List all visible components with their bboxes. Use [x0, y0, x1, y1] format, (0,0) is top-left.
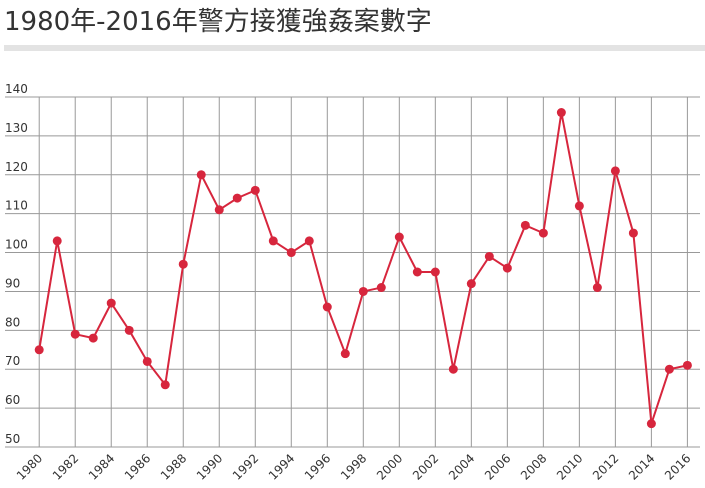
y-tick-label: 60: [5, 393, 20, 407]
point: [376, 283, 386, 293]
y-tick-label: 140: [5, 82, 28, 96]
point: [286, 248, 296, 258]
point: [448, 364, 458, 374]
point: [178, 259, 188, 269]
point: [484, 251, 494, 261]
point: [394, 232, 404, 242]
point: [70, 329, 80, 339]
point: [592, 283, 602, 293]
x-tick-label: 2010: [554, 451, 585, 482]
point: [250, 185, 260, 195]
x-tick-label: 1998: [338, 451, 369, 482]
point: [628, 228, 638, 238]
y-tick-label: 90: [5, 276, 20, 290]
point: [304, 236, 314, 246]
point: [556, 108, 566, 118]
x-tick-label: 1988: [158, 451, 189, 482]
point: [232, 193, 242, 203]
x-tick-label: 2008: [518, 451, 549, 482]
x-tick-label: 1984: [86, 451, 117, 482]
point: [358, 286, 368, 296]
y-tick-label: 100: [5, 238, 28, 252]
y-tick-label: 70: [5, 354, 20, 368]
point: [610, 166, 620, 176]
point: [682, 360, 692, 370]
x-tick-label: 1982: [50, 451, 81, 482]
x-tick-label: 1992: [230, 451, 261, 482]
x-tick-label: 2014: [626, 451, 657, 482]
y-tick-label: 120: [5, 160, 28, 174]
x-tick-label: 2012: [590, 451, 621, 482]
point: [268, 236, 278, 246]
y-tick-label: 50: [5, 432, 20, 446]
y-tick-label: 110: [5, 199, 28, 213]
x-tick-label: 1980: [14, 451, 45, 482]
x-tick-label: 1986: [122, 451, 153, 482]
y-tick-label: 130: [5, 121, 28, 135]
point: [160, 380, 170, 390]
x-tick-label: 1994: [266, 451, 297, 482]
x-tick-label: 2016: [662, 451, 693, 482]
point: [322, 302, 332, 312]
point: [88, 333, 98, 343]
point: [124, 325, 134, 335]
point: [106, 298, 116, 308]
point: [430, 267, 440, 277]
point: [196, 170, 206, 180]
x-tick-label: 2002: [410, 451, 441, 482]
point: [538, 228, 548, 238]
point: [34, 345, 44, 355]
point: [664, 364, 674, 374]
point: [142, 356, 152, 366]
title-rule: [4, 45, 705, 51]
x-tick-label: 1996: [302, 451, 333, 482]
point: [574, 201, 584, 211]
point: [52, 236, 62, 246]
point: [412, 267, 422, 277]
x-tick-label: 2004: [446, 451, 477, 482]
point: [520, 220, 530, 230]
point: [646, 419, 656, 429]
point: [466, 279, 476, 289]
chart-title: 1980年-2016年警方接獲強姦案數字: [4, 7, 432, 37]
x-tick-label: 2006: [482, 451, 513, 482]
y-tick-label: 80: [5, 315, 20, 329]
x-tick-label: 1990: [194, 451, 225, 482]
x-tick-label: 2000: [374, 451, 405, 482]
point: [214, 205, 224, 215]
point: [502, 263, 512, 273]
point: [340, 349, 350, 359]
